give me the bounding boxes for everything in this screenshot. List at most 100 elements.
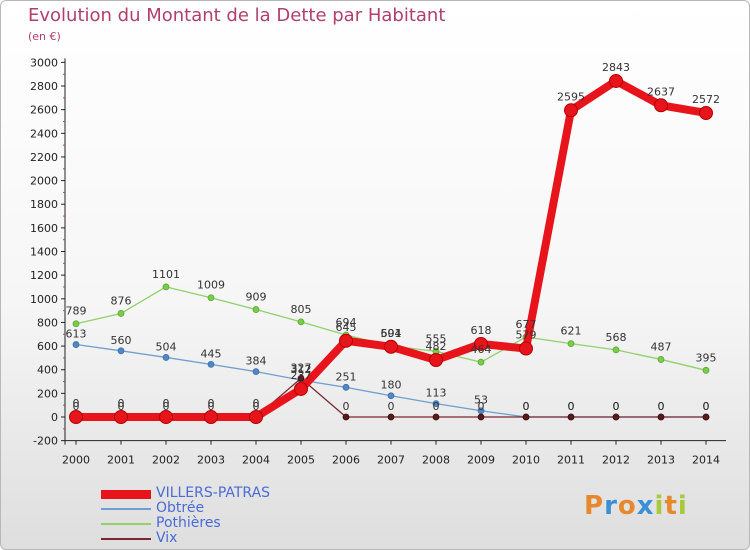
data-label-obtr-e: 113	[426, 387, 447, 400]
logo-letter: i	[654, 491, 665, 521]
data-label-obtr-e: 0	[658, 400, 665, 413]
data-point-villers-patras	[159, 410, 173, 424]
x-tick-label: 2002	[152, 454, 180, 467]
data-label-vix: 0	[658, 400, 665, 413]
x-tick-label: 2012	[602, 454, 630, 467]
data-point-pothi-res	[297, 318, 305, 326]
data-point-obtr-e	[387, 392, 395, 400]
data-label-villers-patras: 618	[471, 324, 492, 337]
data-label-vix: 0	[118, 400, 125, 413]
data-point-villers-patras	[69, 410, 83, 424]
data-label-vix: 0	[568, 400, 575, 413]
data-label-vix: 0	[703, 400, 710, 413]
data-label-pothi-res: 1101	[152, 268, 180, 281]
logo-letter: r	[604, 491, 618, 521]
data-point-pothi-res	[207, 294, 215, 302]
data-label-vix: 0	[73, 400, 80, 413]
data-label-villers-patras: 2637	[647, 85, 675, 98]
x-tick-label: 2004	[242, 454, 270, 467]
data-point-vix	[477, 413, 485, 421]
x-tick-label: 2009	[467, 454, 495, 467]
data-point-obtr-e	[252, 368, 260, 376]
data-label-vix: 0	[343, 400, 350, 413]
x-tick-label: 2005	[287, 454, 315, 467]
data-label-vix: 0	[523, 400, 530, 413]
y-tick-label: 400	[37, 364, 58, 377]
data-point-vix	[522, 413, 530, 421]
data-point-vix	[657, 413, 665, 421]
x-tick-label: 2003	[197, 454, 225, 467]
x-tick-label: 2010	[512, 454, 540, 467]
data-point-pothi-res	[117, 310, 125, 317]
data-label-villers-patras: 0	[118, 397, 125, 410]
logo-letter: i	[677, 491, 688, 521]
data-label-pothi-res: 876	[111, 294, 132, 307]
y-tick-label: 2200	[30, 151, 58, 164]
data-label-pothi-res: 789	[66, 305, 87, 318]
legend-swatch-villers-patras	[101, 490, 151, 499]
data-point-villers-patras	[519, 341, 533, 356]
data-point-obtr-e	[72, 341, 80, 348]
data-label-vix: 0	[613, 400, 620, 413]
data-label-villers-patras: 482	[426, 340, 447, 353]
y-tick-label: 2800	[30, 80, 58, 93]
x-tick-label: 2008	[422, 454, 450, 467]
data-point-villers-patras	[204, 410, 218, 424]
y-tick-label: 200	[37, 387, 58, 400]
data-point-villers-patras	[429, 353, 443, 368]
data-label-pothi-res: 601	[381, 327, 402, 340]
data-point-pothi-res	[612, 346, 620, 354]
data-point-villers-patras	[654, 98, 668, 113]
data-label-pothi-res: 677	[516, 318, 537, 331]
data-label-pothi-res: 555	[426, 332, 447, 345]
y-tick-label: 800	[37, 316, 58, 329]
data-point-pothi-res	[567, 340, 575, 347]
y-tick-label: -200	[33, 435, 58, 448]
x-tick-label: 2014	[692, 454, 720, 467]
x-tick-label: 2000	[62, 454, 90, 467]
data-point-vix	[342, 413, 350, 421]
data-point-villers-patras	[384, 339, 398, 354]
logo-letter: P	[584, 491, 605, 521]
data-label-obtr-e: 560	[111, 334, 132, 347]
data-label-pothi-res: 909	[246, 291, 267, 304]
data-label-obtr-e: 0	[703, 400, 710, 413]
y-tick-label: 1800	[30, 198, 58, 211]
x-tick-label: 2011	[557, 454, 585, 467]
data-point-villers-patras	[114, 410, 128, 424]
data-point-pothi-res	[657, 356, 665, 363]
x-tick-label: 2013	[647, 454, 675, 467]
y-tick-label: 1400	[30, 246, 58, 259]
data-point-pothi-res	[252, 306, 260, 313]
data-point-villers-patras	[609, 73, 623, 88]
data-point-pothi-res	[72, 320, 80, 328]
data-point-obtr-e	[162, 354, 170, 361]
data-point-villers-patras	[249, 410, 263, 424]
data-label-obtr-e: 251	[336, 370, 357, 383]
legend-swatch-pothieres	[101, 523, 151, 525]
data-label-obtr-e: 0	[523, 400, 530, 413]
legend-label-vix: Vix	[156, 530, 178, 546]
logo-letter: x	[636, 491, 655, 521]
data-label-vix: 0	[433, 400, 440, 413]
data-point-obtr-e	[342, 383, 350, 391]
data-label-vix: 0	[478, 400, 485, 413]
data-label-villers-patras: 237	[291, 369, 312, 382]
data-point-villers-patras	[564, 103, 578, 118]
y-tick-label: 1000	[30, 293, 58, 306]
data-label-pothi-res: 395	[696, 351, 717, 364]
series-line-villers-patras	[76, 76, 707, 421]
data-label-villers-patras: 2572	[692, 93, 720, 106]
data-label-obtr-e: 613	[66, 328, 87, 341]
data-label-pothi-res: 487	[651, 340, 672, 353]
data-point-vix	[387, 413, 395, 421]
data-label-pothi-res: 805	[291, 303, 312, 316]
y-tick-label: 1600	[30, 222, 58, 235]
data-label-pothi-res: 621	[561, 325, 582, 338]
data-label-villers-patras: 0	[253, 397, 260, 410]
legend-label-obtree: Obtrée	[156, 500, 205, 516]
y-tick-label: 2000	[30, 175, 58, 188]
legend-swatch-obtree	[101, 508, 151, 510]
